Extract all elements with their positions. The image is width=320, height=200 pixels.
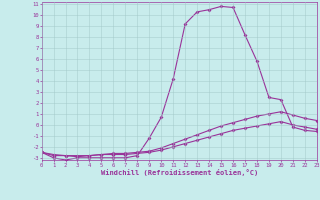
X-axis label: Windchill (Refroidissement éolien,°C): Windchill (Refroidissement éolien,°C) <box>100 169 258 176</box>
